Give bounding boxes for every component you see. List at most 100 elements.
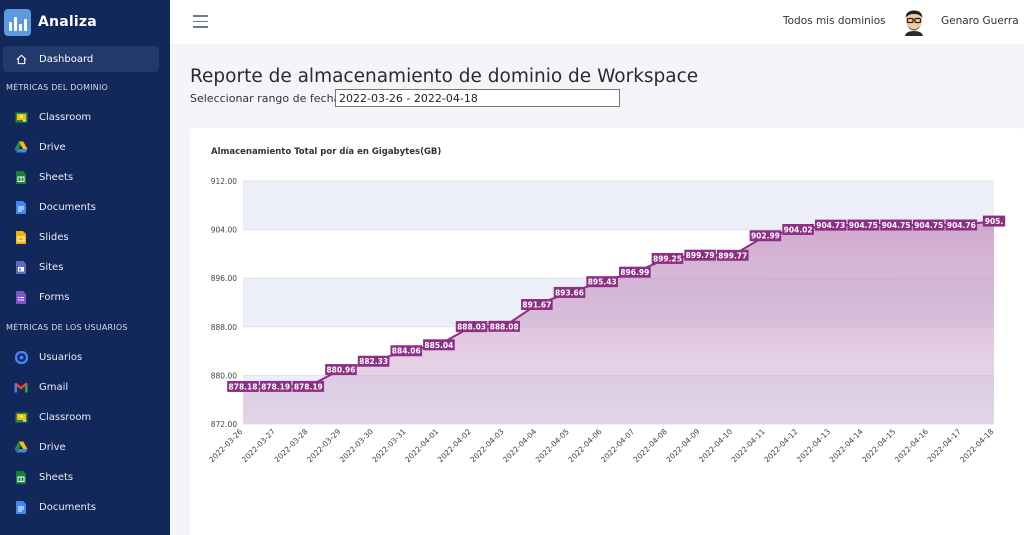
sidebar-item-label: Dashboard: [39, 53, 94, 65]
data-label-box: [716, 249, 749, 261]
docs-icon: [14, 500, 28, 514]
sidebar-item-user-drive[interactable]: Drive: [0, 432, 170, 462]
x-tick-label: 2022-04-14: [828, 427, 865, 464]
analytics-logo-icon: [4, 8, 31, 36]
domain-metrics-list: Classroom Drive Sheets Documents Slides Sites…: [0, 102, 170, 312]
sidebar-item-label: Documents: [39, 501, 97, 513]
data-label-box: [651, 252, 684, 264]
x-tick-label: 2022-03-28: [273, 427, 310, 464]
sidebar-item-domain-classroom[interactable]: Classroom: [0, 102, 170, 132]
user-name[interactable]: Genaro Guerra: [941, 15, 1019, 27]
sidebar-item-user-classroom[interactable]: Classroom: [0, 402, 170, 432]
data-label: 880.96: [326, 366, 355, 375]
docs-icon: [14, 200, 28, 214]
data-label-box: [325, 364, 357, 376]
sidebar-item-label: Classroom: [39, 411, 92, 423]
data-label-box: [390, 345, 423, 357]
data-label-box: [455, 321, 488, 333]
sheets-icon: [14, 470, 28, 484]
date-range-input[interactable]: [335, 89, 620, 107]
x-tick-label: 2022-04-03: [468, 427, 505, 464]
data-label: 904.75: [849, 221, 878, 230]
x-tick-label: 2022-03-30: [338, 427, 375, 464]
x-tick-label: 2022-04-07: [599, 427, 636, 464]
x-tick-label: 2022-04-12: [762, 427, 799, 464]
x-tick-label: 2022-04-15: [860, 427, 897, 464]
data-label-box: [945, 219, 978, 231]
forms-icon: [14, 290, 28, 304]
data-label: 896.99: [620, 268, 649, 277]
section-title-users: MÉTRICAS DE LOS USUARIOS: [6, 322, 128, 332]
page-title: Reporte de almacenamiento de dominio de …: [190, 66, 699, 87]
data-label: 893.66: [555, 288, 584, 297]
data-label: 904.75: [882, 221, 911, 230]
date-range-label: Seleccionar rango de fechas: [190, 92, 347, 105]
sidebar-item-user-sheets[interactable]: Sheets: [0, 462, 170, 492]
sidebar-item-user-gmail[interactable]: Gmail: [0, 372, 170, 402]
data-label: 902.99: [751, 232, 780, 241]
data-label: 899.25: [653, 254, 682, 263]
avatar[interactable]: [901, 9, 927, 36]
sidebar-item-label: Drive: [39, 441, 66, 453]
storage-area-chart: 872.00 880.00 888.00 896.00 904.00 912.00 878.…: [207, 177, 1006, 464]
sidebar-item-label: Forms: [39, 291, 70, 303]
sheets-icon: [14, 170, 28, 184]
data-label: 904.76: [947, 221, 976, 230]
data-label: 904.73: [816, 221, 845, 230]
sidebar-item-label: Sheets: [39, 471, 74, 483]
x-tick-label: 2022-04-04: [501, 427, 538, 464]
sidebar: Analiza Dashboard MÉTRICAS DEL DOMINIO C…: [0, 0, 170, 535]
data-label: 905.: [985, 217, 1004, 226]
x-tick-label: 2022-03-29: [305, 427, 342, 464]
classroom-icon: [14, 410, 28, 424]
drive-icon: [14, 440, 28, 454]
data-label-box: [488, 320, 521, 332]
data-label-box: [292, 380, 325, 392]
x-tick-label: 2022-04-06: [566, 427, 603, 464]
data-label-box: [423, 339, 455, 351]
sidebar-item-domain-forms[interactable]: Forms: [0, 282, 170, 312]
x-tick-label: 2022-04-16: [893, 427, 930, 464]
data-label: 904.75: [914, 221, 943, 230]
sidebar-item-domain-documents[interactable]: Documents: [0, 192, 170, 222]
brand[interactable]: Analiza: [0, 0, 170, 44]
y-tick-label: 912.00: [211, 177, 237, 186]
home-icon: [14, 52, 28, 66]
data-label-box: [357, 355, 390, 367]
x-tick-label: 2022-03-31: [370, 427, 407, 464]
data-label: 885.04: [424, 341, 453, 350]
sidebar-item-user-usuarios[interactable]: Usuarios: [0, 342, 170, 372]
sidebar-item-label: Sheets: [39, 171, 74, 183]
data-label-box: [749, 230, 782, 242]
data-label-box: [814, 219, 847, 231]
x-tick-label: 2022-04-05: [534, 427, 571, 464]
y-tick-label: 904.00: [211, 226, 237, 235]
sidebar-item-domain-sites[interactable]: Sites: [0, 252, 170, 282]
series-area: [243, 221, 994, 424]
x-tick-label: 2022-04-18: [958, 427, 995, 464]
sidebar-item-dashboard[interactable]: Dashboard: [3, 46, 159, 72]
data-label-box: [227, 380, 259, 392]
x-tick-label: 2022-04-09: [664, 427, 701, 464]
all-domains-link[interactable]: Todos mis dominios: [783, 15, 886, 27]
sidebar-item-domain-slides[interactable]: Slides: [0, 222, 170, 252]
sidebar-item-label: Drive: [39, 141, 66, 153]
menu-toggle-icon[interactable]: [193, 15, 208, 32]
data-label-box: [684, 249, 716, 261]
sidebar-item-domain-drive[interactable]: Drive: [0, 132, 170, 162]
x-tick-label: 2022-04-13: [795, 427, 832, 464]
data-label: 878.19: [294, 382, 323, 391]
y-tick-label: 896.00: [211, 274, 237, 283]
data-label: 878.18: [229, 382, 258, 391]
data-label: 904.02: [784, 225, 813, 234]
data-label-box: [847, 219, 880, 231]
y-tick-label: 880.00: [211, 371, 237, 380]
sidebar-item-domain-sheets[interactable]: Sheets: [0, 162, 170, 192]
data-label: 888.08: [490, 322, 519, 331]
drive-icon: [14, 140, 28, 154]
user-metrics-list: Usuarios Gmail Classroom Drive Sheets Documen…: [0, 342, 170, 522]
sidebar-item-user-documents[interactable]: Documents: [0, 492, 170, 522]
slides-icon: [14, 230, 28, 244]
classroom-icon: [14, 110, 28, 124]
x-tick-label: 2022-04-11: [730, 427, 767, 464]
